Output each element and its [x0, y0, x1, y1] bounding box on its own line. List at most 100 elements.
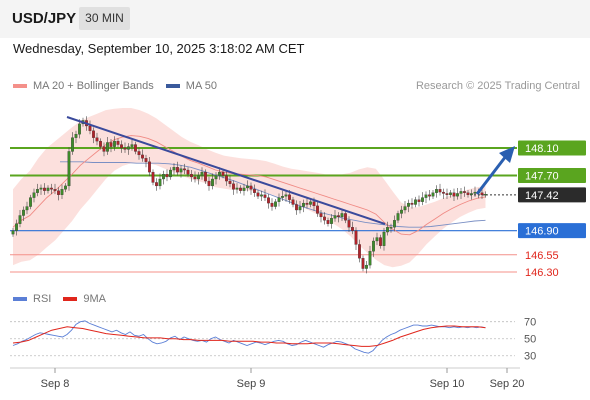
- candle-body-51: [190, 174, 193, 178]
- candle-body-17: [71, 137, 74, 152]
- candle-body-64: [235, 187, 239, 190]
- candle-body-52: [193, 176, 197, 180]
- candle-body-91: [330, 218, 333, 224]
- timeframe-badge[interactable]: 30 MIN: [79, 7, 130, 30]
- candle-body-119: [428, 194, 431, 197]
- candle-body-56: [207, 180, 211, 187]
- rsi-legend: RSI 9MA: [13, 293, 118, 305]
- candle-body-98: [354, 230, 358, 245]
- forecast-arrow-shaft: [475, 155, 508, 195]
- candle-body-127: [456, 193, 459, 197]
- candle-body-57: [211, 178, 214, 187]
- candle-body-123: [442, 191, 445, 194]
- candle-body-38: [144, 158, 148, 162]
- candle-body-40: [151, 171, 155, 183]
- candle-body-31: [120, 144, 123, 149]
- research-credit: Research © 2025 Trading Central: [415, 80, 580, 92]
- candle-body-78: [284, 194, 288, 197]
- candle-body-116: [417, 199, 421, 202]
- x-tick-label-0: Sep 8: [41, 378, 70, 390]
- candle-body-4: [25, 206, 29, 211]
- candle-body-112: [403, 206, 407, 211]
- candle-body-101: [365, 264, 368, 269]
- candle-body-65: [239, 187, 242, 191]
- candle-body-76: [277, 197, 281, 202]
- candle-body-1: [15, 223, 18, 231]
- ma50-line: [60, 161, 486, 228]
- candle-body-7: [36, 189, 39, 193]
- candle-body-85: [309, 201, 312, 205]
- legend-ma20-swatch: [13, 84, 27, 88]
- candle-body-74: [270, 202, 274, 207]
- candle-body-36: [137, 151, 141, 156]
- candle-body-117: [421, 197, 424, 202]
- candle-body-118: [424, 194, 428, 198]
- candle-body-66: [242, 187, 246, 191]
- candle-body-115: [414, 199, 417, 205]
- trendline: [66, 116, 386, 225]
- candle-body-131: [470, 193, 473, 195]
- candle-body-84: [305, 202, 309, 205]
- candle-body-73: [267, 197, 270, 204]
- rsi-level-label-1: 50: [524, 334, 536, 346]
- candle-body-16: [67, 151, 71, 187]
- candle-body-58: [214, 175, 218, 180]
- candle-body-93: [337, 215, 340, 218]
- candle-body-69: [253, 189, 256, 193]
- rsi-level-label-2: 30: [524, 351, 536, 363]
- candle-body-18: [74, 134, 78, 138]
- candle-body-30: [116, 140, 120, 145]
- candle-body-2: [18, 215, 22, 224]
- candle-body-13: [57, 190, 60, 195]
- candle-body-125: [449, 192, 452, 195]
- chart-datetime: Wednesday, September 10, 2025 3:18:02 AM…: [13, 41, 305, 56]
- candle-body-90: [326, 220, 330, 224]
- candle-body-33: [127, 146, 130, 150]
- candle-body-97: [351, 227, 354, 231]
- legend-ma50-label: MA 50: [185, 80, 217, 92]
- candle-body-11: [50, 187, 53, 190]
- candle-body-9: [43, 187, 46, 191]
- candle-body-109: [393, 220, 396, 228]
- candle-body-37: [141, 154, 144, 159]
- candle-body-70: [256, 192, 260, 197]
- candle-body-135: [484, 194, 487, 196]
- legend-rsi-swatch: [13, 297, 27, 301]
- candle-body-96: [347, 220, 351, 228]
- candle-body-120: [431, 192, 435, 197]
- x-tick-label-3: Sep 20: [490, 378, 525, 390]
- legend-ma20: MA 20 + Bollinger Bands: [13, 80, 154, 92]
- candle-body-95: [344, 213, 347, 221]
- candle-body-89: [323, 216, 326, 221]
- level-label-0: 148.10: [525, 143, 559, 155]
- candle-body-63: [232, 183, 235, 190]
- candle-body-88: [319, 213, 323, 218]
- candle-body-121: [435, 189, 438, 193]
- candle-body-107: [386, 227, 389, 233]
- rsi-line: [12, 320, 486, 354]
- candle-body-28: [109, 142, 113, 147]
- level-label-box-0: [518, 140, 586, 156]
- legend-ma50: MA 50: [165, 80, 217, 92]
- candle-body-41: [155, 182, 158, 187]
- candle-body-126: [452, 192, 456, 197]
- candle-body-67: [246, 185, 249, 189]
- candle-body-26: [102, 146, 106, 152]
- candle-body-134: [480, 192, 484, 195]
- legend-ma20-label: MA 20 + Bollinger Bands: [33, 80, 154, 92]
- candle-body-45: [169, 169, 172, 178]
- candle-body-53: [197, 175, 200, 180]
- candle-body-86: [312, 201, 316, 207]
- candle-body-42: [158, 178, 162, 187]
- bollinger-band: [13, 108, 486, 268]
- legend-rsi-label: RSI: [33, 293, 52, 305]
- x-tick-label-1: Sep 9: [237, 378, 266, 390]
- candle-body-14: [60, 189, 64, 195]
- candle-body-43: [162, 174, 165, 180]
- candle-body-48: [179, 168, 183, 173]
- candle-body-103: [372, 240, 375, 252]
- candle-body-80: [291, 199, 295, 205]
- candle-body-10: [46, 187, 50, 191]
- rsi-ma-line: [12, 325, 486, 347]
